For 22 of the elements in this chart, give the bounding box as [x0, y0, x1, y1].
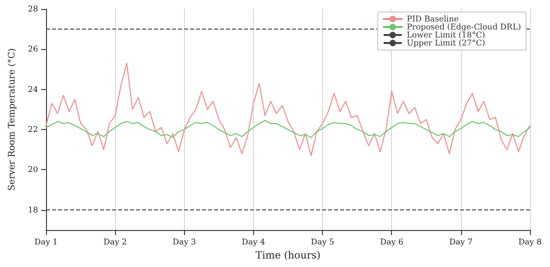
- legend-label: Upper Limit (27°C): [406, 38, 486, 48]
- x-tick-label: Day 2: [104, 238, 127, 246]
- x-tick-label: Day 1: [34, 238, 58, 246]
- x-axis-title: Time (hours): [256, 250, 321, 262]
- y-tick-label: 20: [28, 165, 38, 174]
- legend-label: PID Baseline: [406, 14, 459, 24]
- x-tick-label: Day 3: [172, 238, 196, 246]
- x-tick-label: Day 6: [380, 238, 404, 246]
- x-tick-label: Day 5: [310, 238, 334, 246]
- y-tick-label: 28: [28, 4, 38, 14]
- legend-label: Lower Limit (18°C): [406, 30, 486, 40]
- y-tick-label: 24: [28, 84, 38, 94]
- line-series: [46, 62, 530, 156]
- x-tick-label: Day 8: [518, 238, 542, 246]
- x-tick-label: Day 7: [449, 238, 473, 246]
- y-tick-label: 22: [28, 125, 38, 134]
- y-tick-label: 26: [28, 44, 38, 54]
- y-tick-label: 18: [28, 205, 38, 214]
- legend-label: Proposed (Edge-Cloud DRL): [406, 22, 522, 32]
- y-axis-title: Server Room Temperature (°C): [8, 48, 18, 191]
- line-series: [46, 120, 530, 138]
- x-tick-label: Day 4: [242, 238, 266, 246]
